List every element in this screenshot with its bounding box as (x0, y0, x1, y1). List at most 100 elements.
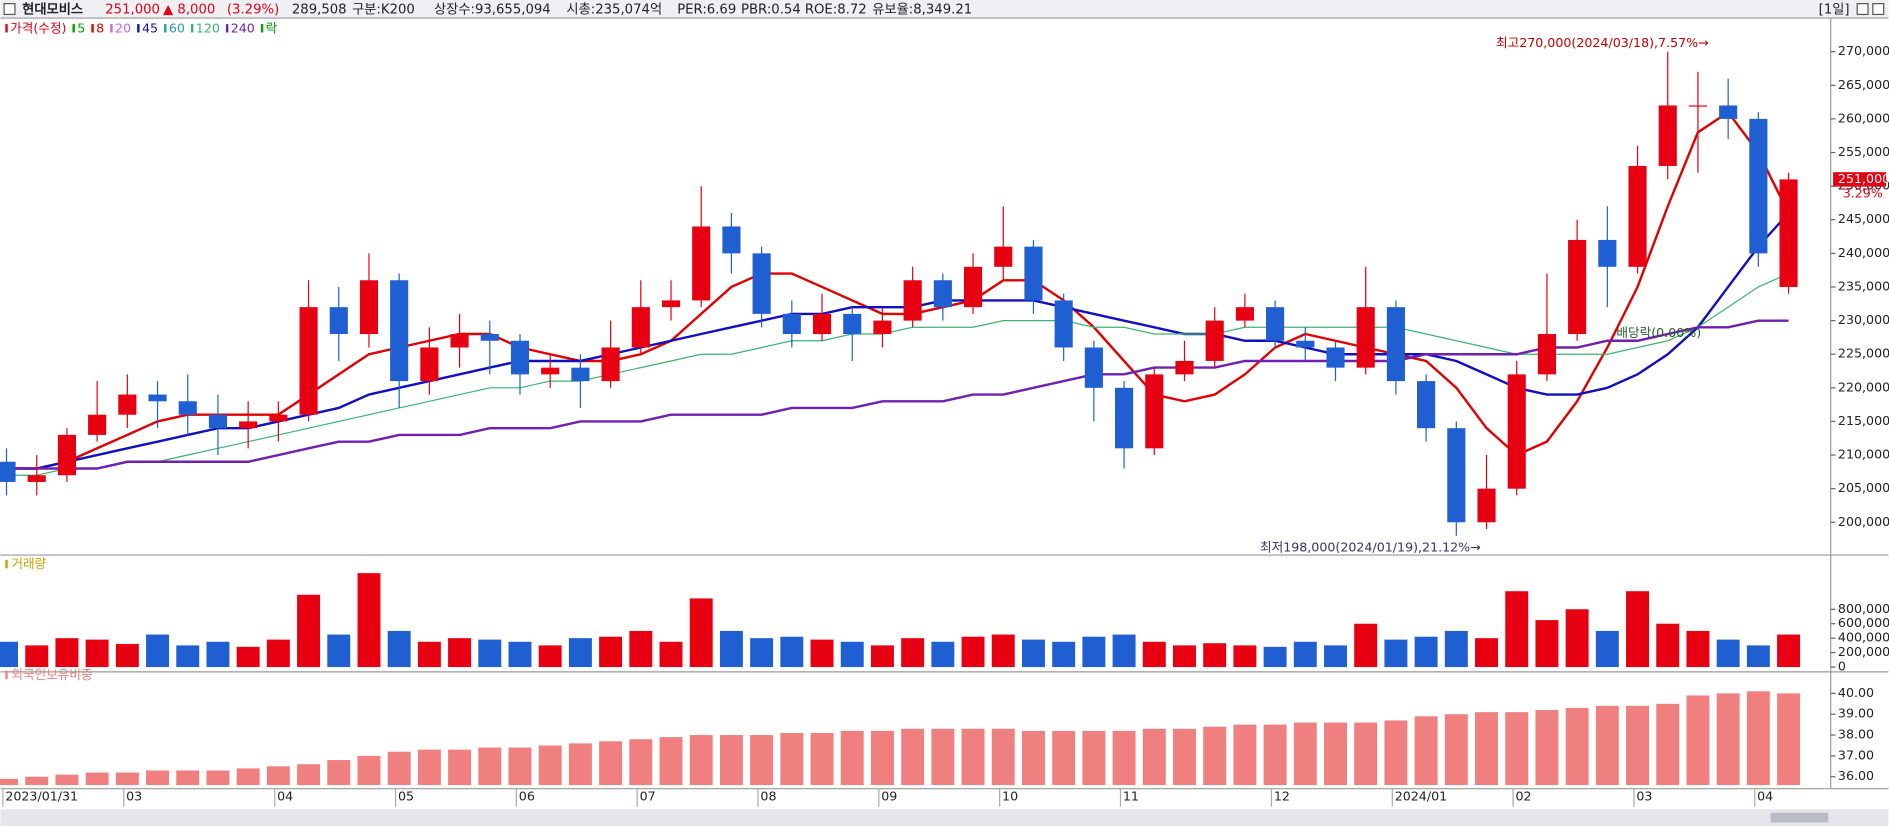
bar (1686, 695, 1710, 786)
bar (1082, 636, 1106, 668)
bar (689, 598, 713, 668)
candle-body (903, 280, 922, 321)
candle-body (1054, 300, 1073, 348)
candle-body (692, 226, 711, 301)
candle-body (1568, 239, 1587, 335)
cap: 시총:235,074억 (566, 2, 662, 18)
bar (387, 751, 411, 786)
y-tick-label: 215,000 (1838, 413, 1889, 428)
bar (1052, 730, 1076, 786)
header-bar (0, 0, 1889, 19)
y-tick-label: 40.00 (1838, 685, 1874, 700)
y-tick-label: 255,000 (1838, 144, 1889, 159)
bar (1021, 730, 1045, 786)
price: 251,000 (105, 3, 160, 18)
bar (327, 760, 351, 786)
bar (417, 641, 441, 668)
bar (659, 641, 683, 668)
bar (629, 739, 653, 786)
candle-body (661, 300, 681, 308)
bar (1293, 722, 1317, 786)
panel-swatch (5, 670, 8, 680)
bar (991, 728, 1015, 786)
bar (1565, 707, 1589, 786)
bar (599, 636, 623, 668)
bar (810, 639, 834, 668)
candle-body (601, 347, 620, 382)
bar (599, 741, 623, 786)
y-tick-label: 225,000 (1838, 346, 1889, 361)
bar (0, 641, 18, 668)
shares: 상장수:93,655,094 (434, 2, 551, 18)
bar (991, 634, 1015, 668)
bar (25, 645, 49, 668)
bar (55, 774, 79, 786)
bar (417, 749, 441, 786)
candle-body (1024, 246, 1043, 301)
legend-swatch (164, 24, 167, 33)
bar (478, 747, 502, 786)
x-tick-label: 07 (640, 789, 656, 804)
x-tick-label: 02 (1516, 789, 1532, 804)
bar (1716, 639, 1740, 668)
candle-body (1719, 105, 1738, 119)
period: [1일] (1819, 2, 1850, 18)
scrollbar[interactable] (0, 809, 1889, 826)
bar (689, 735, 713, 786)
annotation-low: 최저198,000(2024/01/19),21.12%→ (1260, 539, 1481, 554)
bar (266, 766, 290, 786)
candle-body (843, 313, 862, 335)
market: 구분:K200 (352, 3, 415, 18)
y-tick-label: 200,000 (1838, 644, 1889, 659)
candle-body (873, 320, 892, 335)
checkbox[interactable] (3, 3, 16, 16)
legend-label: 가격(수정) (10, 20, 66, 35)
candle-body (994, 246, 1013, 267)
x-tick-label: 10 (1002, 789, 1018, 804)
y-tick-label: 800,000 (1838, 601, 1889, 616)
candle-body (1084, 347, 1103, 388)
candle-body (1598, 239, 1617, 267)
bar (538, 645, 562, 668)
bar (659, 737, 683, 786)
y-tick-label: 245,000 (1838, 211, 1889, 226)
bar (176, 645, 200, 668)
bar (297, 764, 321, 786)
candle-body (1477, 488, 1496, 523)
candle-body (752, 253, 771, 314)
bar (1384, 720, 1408, 786)
bar (1777, 634, 1801, 668)
y-tick-label: 230,000 (1838, 312, 1889, 327)
bar (448, 638, 472, 668)
candle-body (541, 367, 560, 375)
moving-average-line (6, 319, 1789, 470)
reserve: 유보율:8,349.21 (872, 2, 972, 18)
candle-body (722, 226, 741, 254)
candle-body (1749, 118, 1768, 254)
y-tick-label: 39.00 (1838, 706, 1874, 721)
scroll-thumb[interactable] (1770, 812, 1829, 823)
bar (719, 735, 743, 786)
bar (719, 630, 743, 668)
volume: 289,508 (292, 3, 347, 18)
maximize-button[interactable] (1856, 3, 1869, 16)
candle-body (1507, 374, 1526, 489)
bar (1656, 623, 1680, 668)
legend-swatch (190, 24, 194, 33)
candle-body (208, 414, 228, 429)
x-tick-label: 08 (760, 789, 776, 804)
legend-label: 20 (115, 20, 131, 35)
candle-body (27, 475, 46, 482)
candle-body (1447, 428, 1466, 523)
legend-swatch (137, 24, 140, 33)
bar (1535, 620, 1559, 668)
legend-label: 5 (77, 20, 85, 35)
legend-label: 락 (266, 20, 278, 35)
bar (1595, 705, 1619, 786)
bar (1716, 693, 1740, 786)
pbr: PBR:0.54 (741, 3, 801, 18)
bar (1052, 641, 1076, 668)
bar (1203, 726, 1227, 786)
close-button[interactable] (1872, 3, 1885, 16)
bar (1626, 591, 1650, 668)
